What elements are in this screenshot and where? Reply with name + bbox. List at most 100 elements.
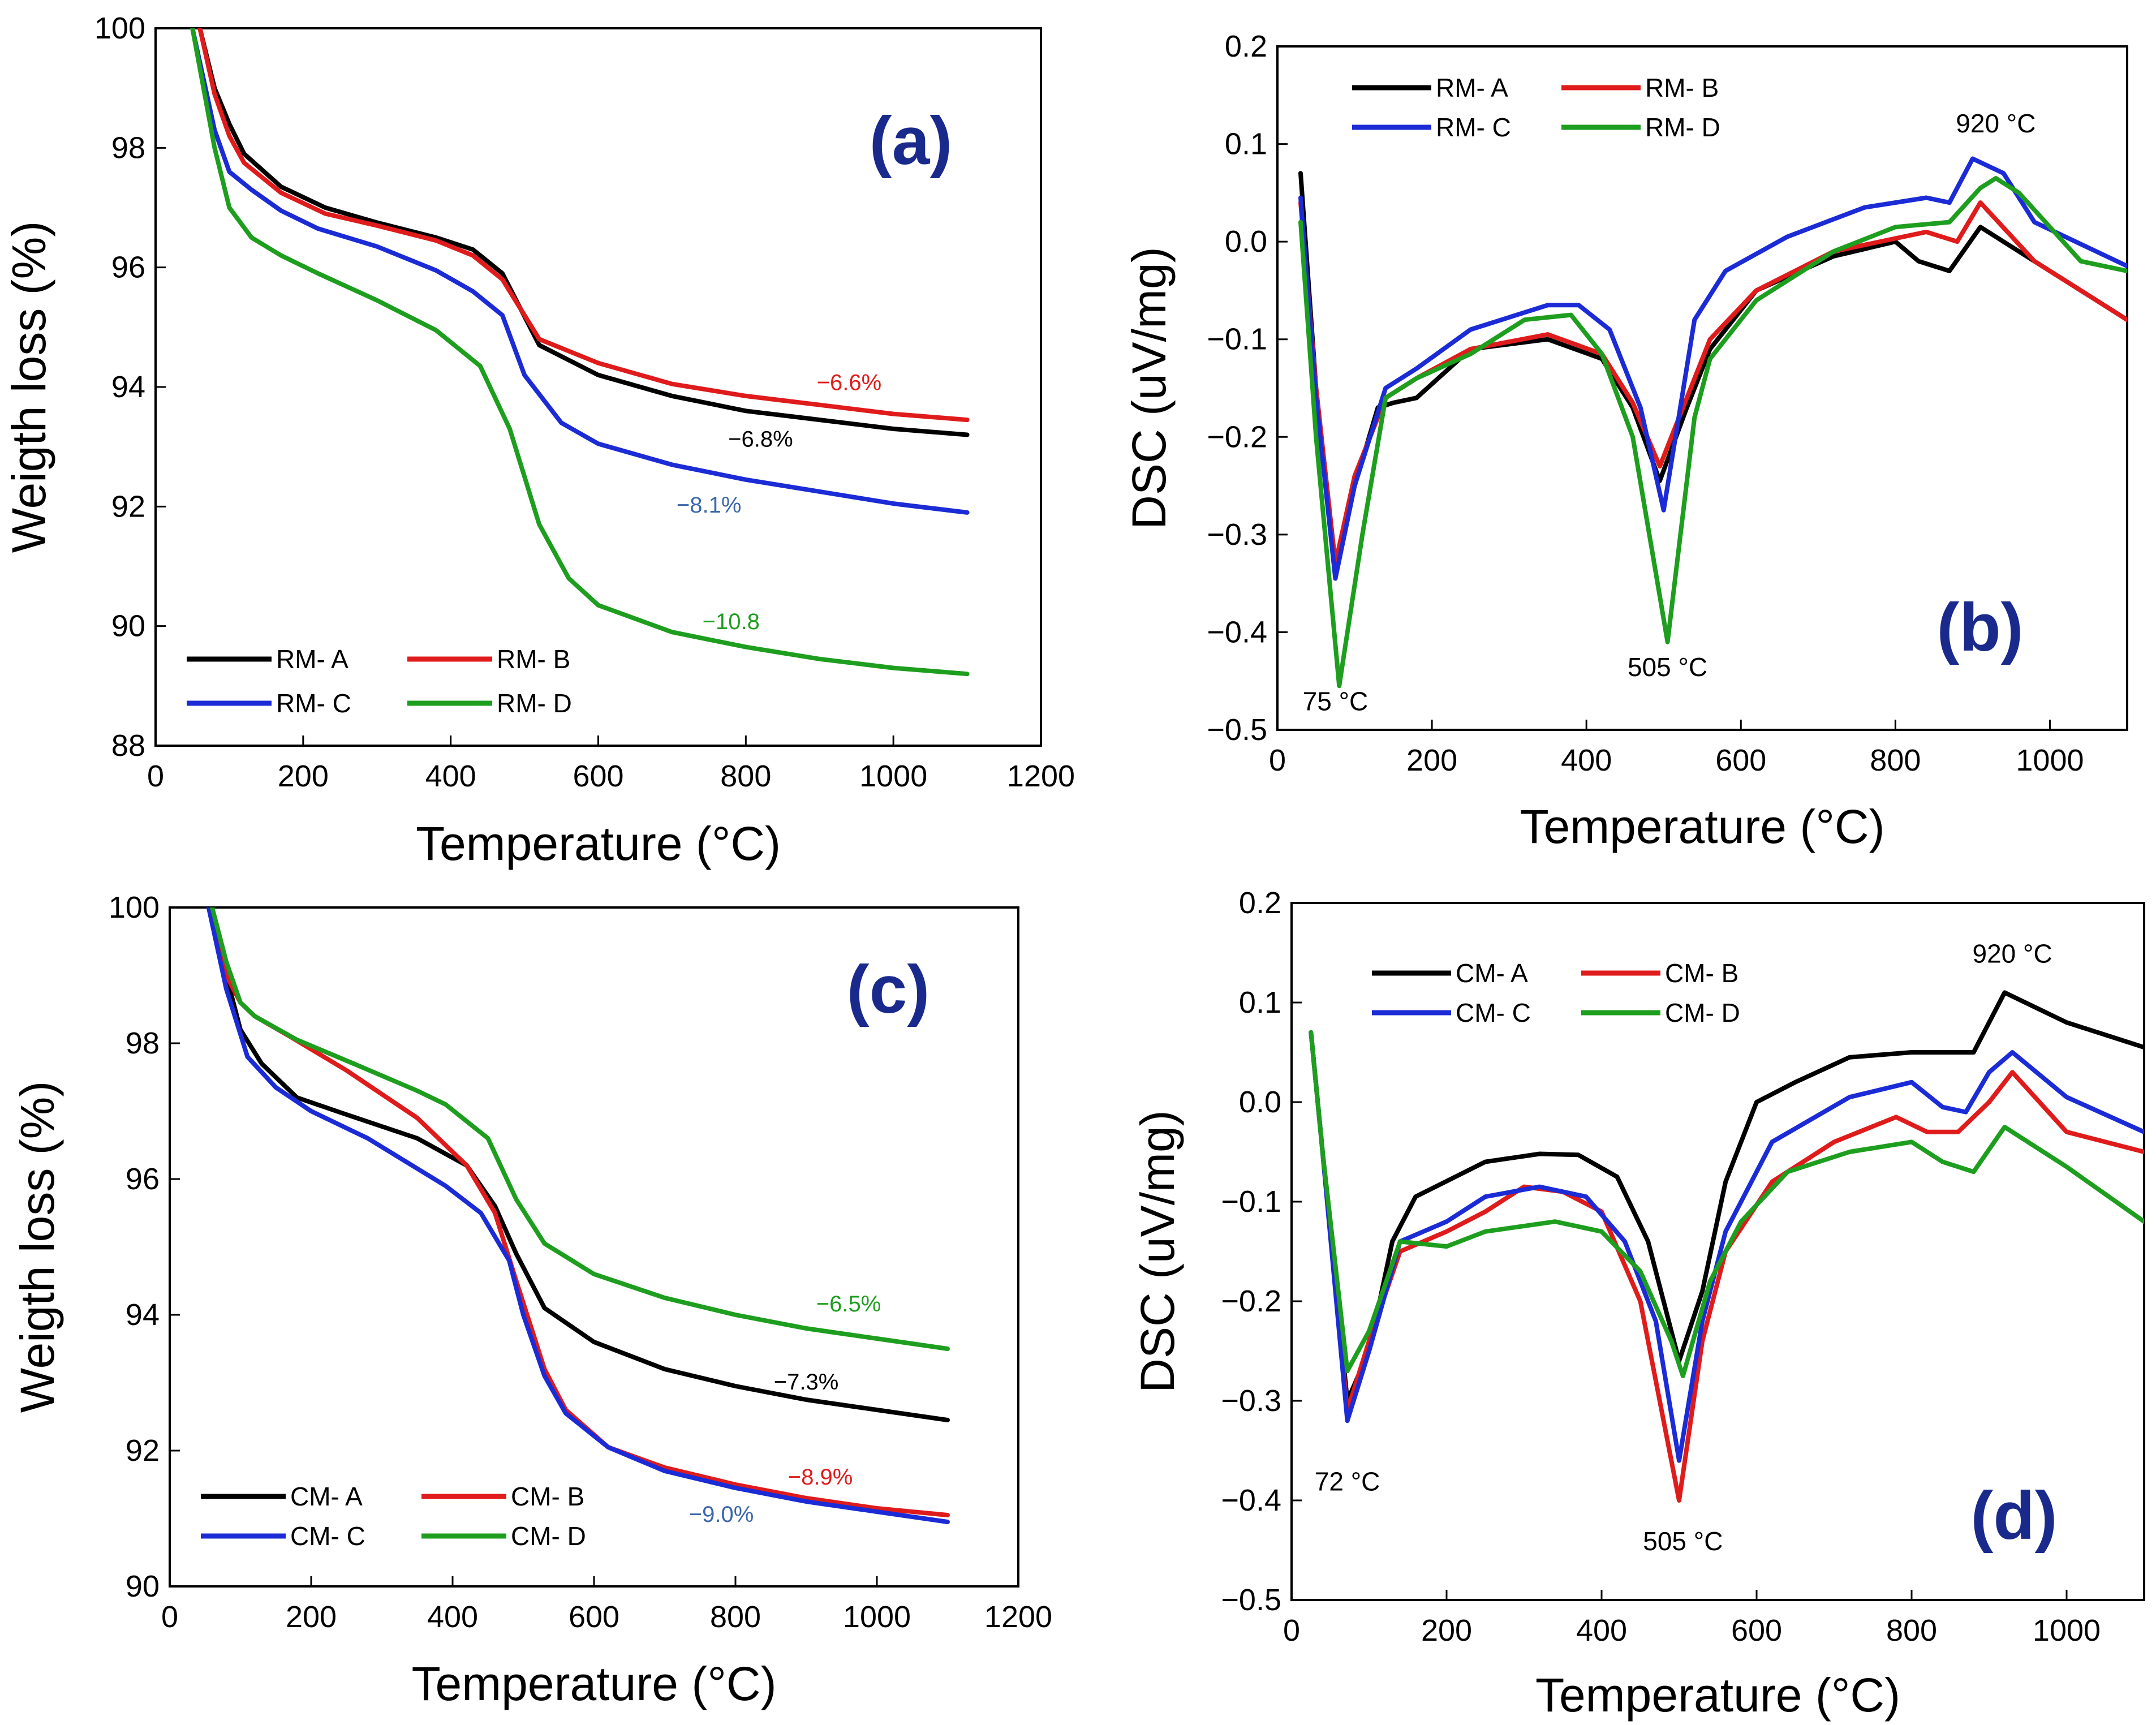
y-tick-label: −0.2 [1207,420,1267,454]
legend-entry: RM- D [497,689,572,718]
legend-entry: RM- C [276,689,351,718]
y-tick-label: −0.2 [1221,1284,1281,1318]
chart-panel-d: 0 200 400 600 800 1000 −0.5 −0.4 −0.3 −0.2 −0.1 0.0… [1131,886,2145,1722]
series-line-rm-b [197,28,970,423]
x-axis-title: Temperature (°C) [416,817,781,870]
y-tick-label: 96 [111,251,145,285]
y-tick-label: 0.2 [1225,29,1267,63]
x-tick-label: 400 [425,759,476,793]
y-axis-title: DSC (uV/mg) [1122,247,1176,529]
x-tick-label: 0 [1269,743,1286,777]
x-tick-label: 600 [1715,743,1766,777]
x-tick-label: 800 [710,1600,761,1634]
legend-entry: CM- D [511,1521,586,1551]
x-tick-label: 1000 [2016,743,2084,777]
y-tick-label: −0.3 [1207,518,1267,552]
x-tick-label: 400 [427,1600,478,1634]
y-tick-label: −0.4 [1221,1483,1281,1517]
y-tick-label: 0.2 [1239,886,1281,920]
x-tick-label: 1000 [2033,1614,2101,1647]
y-tick-label: 100 [94,11,145,45]
y-tick-label: −0.5 [1207,713,1267,747]
x-tick-label: 200 [1406,743,1457,777]
y-tick-label: 94 [111,370,145,404]
y-tick-label: −0.3 [1221,1384,1281,1418]
legend-entry: CM- D [1665,998,1740,1027]
peak-temperature-label: 920 °C [1956,109,2035,138]
legend-entry: CM- B [511,1482,584,1511]
legend-entry: RM- A [276,644,348,674]
legend-entry: RM- C [1436,113,1511,142]
weight-loss-annotation: −9.0% [689,1502,754,1527]
panel-label: (a) [870,103,953,179]
plot-frame [1276,45,2128,731]
legend-entry: CM- A [1456,958,1528,988]
x-tick-label: 0 [147,759,164,793]
series-line-rm-b [1298,200,2127,566]
x-tick-label: 1200 [1007,759,1075,793]
y-tick-label: 98 [111,131,145,165]
y-tick-label: 100 [109,891,160,924]
series-line-cm-d [1309,1030,2144,1378]
series-line-cm-c [206,907,950,1524]
legend-entry: CM- A [290,1482,363,1511]
y-tick-label: 90 [111,609,145,643]
x-tick-label: 800 [1886,1614,1937,1647]
legend-entry: CM- B [1665,958,1738,988]
peak-temperature-label: 920 °C [1973,939,2052,969]
y-tick-label: 88 [111,729,145,763]
x-axis-title: Temperature (°C) [1520,800,1884,853]
series-line-rm-c [1298,156,2127,581]
chart-panel-b: 0 200 400 600 800 1000 −0.5 −0.4 −0.3 −0.2 −0.1 0.0… [1122,29,2128,853]
weight-loss-annotation: −10.8 [703,609,760,634]
series-line-cm-d [210,907,950,1351]
y-tick-label: 0.0 [1239,1085,1281,1119]
x-tick-label: 200 [1421,1614,1472,1647]
series-line-cm-a [206,907,950,1422]
series-line-rm-d [1298,176,2127,689]
x-axis-title: Temperature (°C) [411,1657,776,1710]
peak-temperature-label: 505 °C [1643,1526,1723,1556]
x-tick-label: 600 [1731,1614,1782,1647]
series-group [206,907,950,1524]
x-tick-label: 1000 [843,1600,911,1634]
x-tick-label: 1200 [984,1600,1052,1634]
weight-loss-annotation: −7.3% [774,1370,839,1395]
weight-loss-annotation: −8.1% [677,493,742,518]
peak-temperature-label: 505 °C [1628,652,1707,682]
y-tick-label: 96 [126,1162,160,1196]
x-tick-label: 800 [1870,743,1921,777]
series-line-cm-a [1309,990,2144,1403]
series-group [1309,990,2144,1503]
series-group [190,28,970,677]
panel-label: (d) [1970,1478,2057,1554]
peak-temperature-label: 72 °C [1315,1466,1380,1496]
weight-loss-annotation: −8.9% [788,1465,853,1490]
series-group [1298,156,2127,689]
x-tick-label: 200 [278,759,329,793]
x-tick-label: 0 [161,1600,178,1634]
y-tick-label: 0.1 [1225,127,1267,161]
series-line-rm-a [1298,171,2127,566]
legend-entry: RM- A [1436,73,1508,102]
chart-panel-c: 0 200 400 600 800 1000 1200 90 92 94 96 98 100 Temper… [11,891,1052,1710]
peak-temperature-label: 75 °C [1303,686,1369,716]
y-axis-title: Weigth loss (%) [11,1081,64,1413]
legend-entry: CM- C [1456,998,1531,1027]
legend-entry: RM- D [1645,113,1720,142]
x-tick-label: 400 [1561,743,1612,777]
weight-loss-annotation: −6.8% [728,427,793,452]
y-tick-label: 94 [126,1298,160,1332]
chart-panel-a: 0 200 400 600 800 1000 1200 88 90 92 94 96 98 100 Temp… [2,11,1075,870]
x-tick-label: 400 [1576,1614,1627,1647]
y-tick-label: 90 [126,1569,160,1603]
legend-entry: RM- B [497,644,570,674]
panel-label: (c) [847,952,930,1027]
plot-frame [1290,902,2145,1601]
legend-entry: RM- B [1645,73,1719,102]
x-tick-label: 200 [286,1600,337,1634]
y-tick-label: 92 [126,1434,160,1468]
y-tick-label: −0.1 [1221,1185,1281,1219]
legend-entry: CM- C [290,1521,365,1551]
